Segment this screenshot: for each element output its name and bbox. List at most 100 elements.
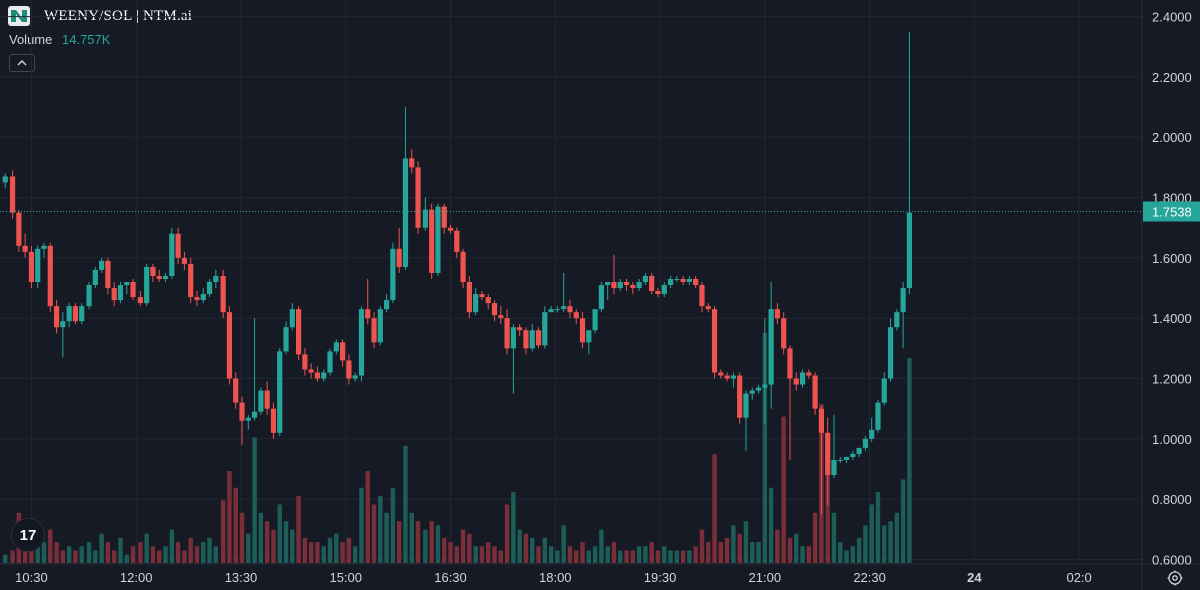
volume-bar [492,546,497,563]
candle-body [686,278,692,282]
price-axis-label: 2.2000 [1152,70,1192,85]
candle-body [774,309,780,319]
volume-bar [467,533,472,563]
candle-body [150,266,156,276]
candle-body [22,245,28,252]
volume-bar [54,542,59,563]
candle-body [825,432,831,476]
candle-body [105,260,111,289]
volume-bar [504,504,510,563]
candle-body [169,233,175,276]
candle-body [743,393,749,418]
volume-bar [794,533,799,563]
candle-body [523,330,529,349]
candle-body [429,209,435,273]
candle-body [567,306,573,313]
candle-body [649,275,655,292]
volume-bar [409,512,414,563]
last-price-tag [1143,201,1200,222]
volume-bar [624,550,629,563]
volume-bar [252,437,257,563]
candle-body [517,327,523,331]
candle-body [53,306,60,328]
volume-bar [308,542,314,563]
candle-body [16,212,22,246]
candle-body [409,158,415,168]
candle-body [200,294,206,301]
volume-bar [649,542,654,563]
volume-bar [674,550,680,563]
candle-body [175,233,181,258]
volume-bar [737,533,742,563]
collapse-volume-button[interactable] [9,54,35,72]
candle-body [787,348,793,379]
candle-body [371,318,377,343]
time-axis-label: 24 [967,570,982,585]
candle-body [2,176,8,183]
candle-body [117,285,124,301]
candle-body [561,306,567,310]
volume-bar [365,471,370,563]
volume-bar [454,546,459,563]
candle-body [579,318,586,343]
time-axis-label: 02:0 [1066,570,1091,585]
candle-body [623,282,630,286]
volume-bar [246,533,251,563]
volume-bar [118,537,123,563]
candle-body [542,312,548,346]
candle-body [504,318,510,349]
volume-bar [144,533,149,563]
volume-bar [460,529,466,563]
volume-bar [731,525,736,563]
volume-bar [105,542,111,563]
volume-bar [213,546,219,563]
candle-body [327,351,333,373]
chart-title: WEENY/SOL | NTM.ai [44,8,193,24]
volume-bar [473,546,478,563]
volume-bar [352,546,358,563]
candle-body [245,417,251,421]
volume-bar [888,521,893,563]
volume-bar [163,546,168,563]
volume-bar [567,546,573,563]
candle-body [99,260,105,270]
volume-bar [86,542,92,563]
volume-bar [762,333,768,563]
candle-body [283,327,289,352]
tradingview-logo[interactable]: 17 [11,518,45,552]
candle-body [220,275,226,313]
volume-bar [258,512,264,563]
candle-body [806,372,812,376]
gear-icon[interactable] [1166,569,1184,587]
candle-body [630,285,636,289]
volume-bar [724,537,730,563]
candle-body [768,309,774,385]
volume-bar [169,529,175,563]
candle-body [831,459,837,476]
volume-bar [201,542,206,563]
candle-body [137,297,143,304]
candle-body [181,257,187,264]
candle-body [642,275,648,282]
candle-body [86,285,92,307]
candle-body [869,429,875,439]
volume-bar [787,537,793,563]
time-axis-label: 18:00 [539,570,572,585]
volume-bar [415,521,421,563]
candle-body [799,372,806,385]
candle-body [9,176,16,213]
volume-bar [806,546,812,563]
candle-body [894,312,900,328]
candle-body [655,291,661,295]
candle-body [396,248,402,267]
candle-body [598,285,604,310]
candle-body [617,282,623,289]
volume-bar [3,554,8,563]
candle-body [144,266,150,304]
volume-bar [775,529,780,563]
volume-bar [863,525,868,563]
candle-body [258,390,264,412]
volume-bar [73,550,78,563]
volume-bar [124,554,129,563]
